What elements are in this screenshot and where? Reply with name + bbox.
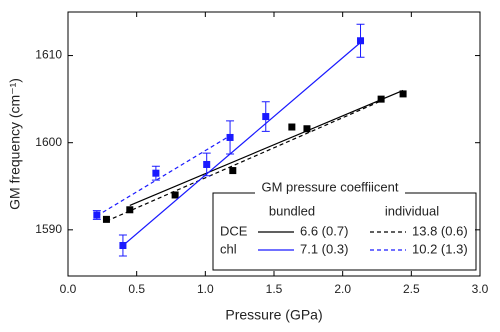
legend-title-bg bbox=[255, 180, 405, 196]
legend-label: 6.6 (0.7) bbox=[300, 223, 348, 238]
x-tick-label: 2.5 bbox=[403, 282, 420, 296]
data-point bbox=[203, 160, 211, 168]
data-point bbox=[357, 37, 365, 45]
fit-line bbox=[122, 42, 361, 246]
y-axis-label: GM frequency (cm⁻¹) bbox=[7, 78, 23, 210]
y-tick-label: 1610 bbox=[35, 48, 62, 62]
data-point bbox=[93, 211, 101, 219]
x-tick-label: 1.0 bbox=[197, 282, 214, 296]
data-point bbox=[226, 133, 234, 141]
legend-label: 13.8 (0.6) bbox=[412, 223, 468, 238]
data-point bbox=[399, 90, 407, 98]
fit-line bbox=[106, 100, 382, 222]
x-tick-label: 2.0 bbox=[334, 282, 351, 296]
x-axis-label: Pressure (GPa) bbox=[225, 307, 322, 323]
legend-column: individual bbox=[385, 203, 439, 218]
data-point bbox=[303, 125, 311, 133]
data-point bbox=[102, 215, 110, 223]
x-tick-label: 3.0 bbox=[472, 282, 489, 296]
data-point bbox=[288, 123, 296, 131]
legend-label: 7.1 (0.3) bbox=[300, 241, 348, 256]
data-point bbox=[152, 169, 160, 177]
x-tick-label: 0.5 bbox=[128, 282, 145, 296]
data-point bbox=[126, 206, 134, 214]
legend-column: bundled bbox=[269, 203, 315, 218]
y-tick-label: 1600 bbox=[35, 135, 62, 149]
data-point bbox=[262, 113, 270, 121]
legend-series-name: chl bbox=[220, 241, 237, 256]
legend-title: GM pressure coeffiicent bbox=[261, 179, 398, 194]
data-point bbox=[377, 95, 385, 103]
x-tick-label: 0.0 bbox=[60, 282, 77, 296]
legend-series-name: DCE bbox=[220, 223, 248, 238]
legend: GM pressure coeffiicent bundled individu… bbox=[212, 179, 477, 271]
x-tick-label: 1.5 bbox=[266, 282, 283, 296]
legend-label: 10.2 (1.3) bbox=[412, 241, 468, 256]
data-point bbox=[119, 242, 127, 250]
fit-line bbox=[129, 89, 404, 206]
y-tick-label: 1590 bbox=[35, 222, 62, 236]
data-point bbox=[229, 167, 237, 175]
fit-line bbox=[96, 135, 231, 217]
data-point bbox=[171, 191, 179, 199]
